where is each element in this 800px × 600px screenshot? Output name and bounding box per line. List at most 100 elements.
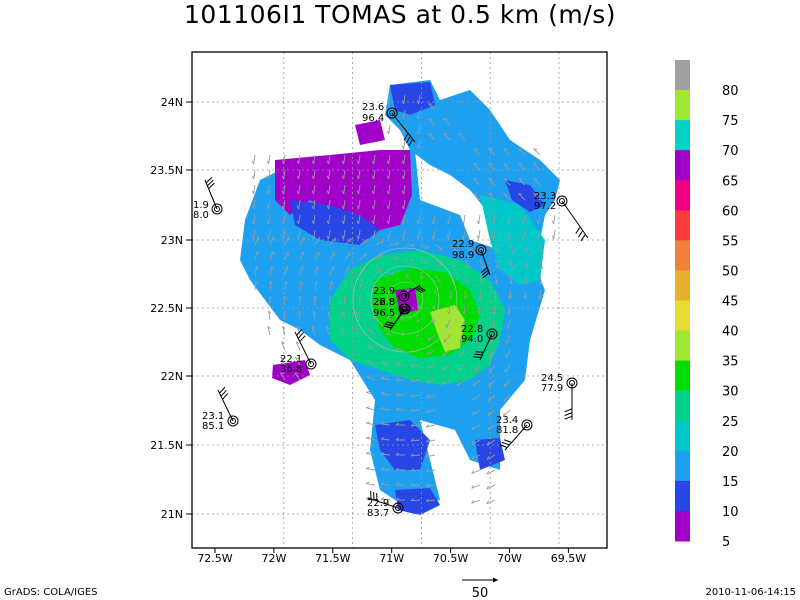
- wind-barb-feather: [207, 179, 214, 187]
- wind-vector-arrow: [314, 237, 321, 246]
- wind-vector-arrow: [411, 379, 421, 383]
- wind-barb-feather: [480, 267, 488, 274]
- wind-vector-arrow: [458, 364, 466, 372]
- wind-vector-arrow: [344, 238, 352, 246]
- wind-barb-icon: [403, 284, 421, 297]
- wind-vector-head: [506, 235, 510, 240]
- station-speed: 23.1: [202, 411, 224, 422]
- wind-vector-head: [380, 436, 385, 440]
- station-circle-inner: [478, 247, 484, 253]
- wind-vector-arrow: [329, 251, 335, 261]
- wind-vector-head: [518, 163, 523, 165]
- wind-vector-arrow: [426, 364, 436, 370]
- wind-vector-arrow: [284, 280, 287, 291]
- wind-vector-arrow: [489, 364, 496, 373]
- wind-vector-arrow: [283, 214, 286, 224]
- wind-vector-head: [410, 244, 415, 248]
- wind-vector-arrow: [295, 341, 301, 351]
- wind-vector-head: [494, 280, 498, 285]
- wind-vector-arrow: [403, 214, 406, 224]
- wind-barb-feather: [403, 133, 409, 141]
- wind-vector-arrow: [488, 163, 496, 171]
- wind-vector-arrow: [381, 408, 391, 411]
- wind-vector-head: [395, 452, 400, 456]
- wind-vector-head: [281, 235, 285, 240]
- wind-vector-head: [395, 422, 400, 426]
- colorbar-swatch: [675, 150, 690, 181]
- colorbar: 80 75 70 65 60 55 50 45 40 35 30 25 20 15 10 5: [675, 60, 739, 550]
- wind-vector-arrow: [506, 334, 511, 344]
- station-speed: 23.6: [362, 102, 384, 113]
- wind-vector-head: [428, 103, 433, 105]
- wind-vector-arrow: [460, 334, 466, 344]
- wind-vector-head: [365, 451, 370, 454]
- wind-barb-icon: [389, 308, 406, 331]
- wind-vector-head: [386, 175, 390, 180]
- wind-vector-arrow: [471, 454, 481, 460]
- wind-vector-head: [326, 220, 330, 225]
- wind-vector-head: [443, 133, 448, 135]
- wind-vector-head: [311, 190, 315, 195]
- wind-vector-arrow: [475, 334, 481, 344]
- wind-vector-head: [365, 466, 370, 469]
- wind-vector-head: [295, 356, 299, 360]
- wind-barb-feather: [219, 386, 226, 394]
- wind-vector-arrow: [426, 469, 436, 473]
- wind-speed-field: [240, 80, 560, 515]
- station-circle-icon: [475, 244, 487, 256]
- wind-vector-head: [341, 190, 345, 195]
- wind-vector-arrow: [463, 214, 466, 224]
- wind-vector-head: [356, 175, 360, 180]
- wind-vector-head: [297, 310, 302, 315]
- wind-vector-head: [358, 295, 362, 300]
- wind-vector-arrow: [269, 280, 272, 291]
- wind-vector-arrow: [283, 199, 286, 209]
- wind-vector-head: [525, 250, 529, 254]
- colorbar-swatch: [675, 300, 690, 332]
- station-circle-icon: [386, 107, 398, 119]
- wind-vector-head: [446, 220, 450, 225]
- wind-vector-arrow: [473, 178, 481, 186]
- wind-vector-head: [432, 305, 435, 310]
- wind-vector-head: [266, 190, 270, 195]
- wind-vector-head: [492, 310, 495, 315]
- wind-vector-arrow: [518, 163, 526, 171]
- station-pressure: 85.1: [202, 421, 224, 432]
- wind-vector-arrow: [381, 438, 391, 441]
- wind-vector-head: [493, 295, 497, 300]
- wind-vector-arrow: [380, 453, 391, 456]
- wind-vector-arrow: [411, 364, 421, 368]
- wind-vector-head: [496, 250, 500, 254]
- wind-barb-feather: [414, 287, 423, 294]
- wind-vector-arrow: [373, 199, 376, 209]
- wind-vector-arrow: [443, 133, 451, 141]
- wind-vector-arrow: [313, 184, 316, 194]
- wind-vector-head: [410, 438, 415, 442]
- wind-vector-head: [266, 235, 270, 240]
- wind-vector-arrow: [457, 379, 466, 386]
- wind-vector-head: [380, 406, 385, 410]
- wind-vector-arrow: [380, 498, 391, 501]
- wind-vector-head: [311, 160, 315, 165]
- wind-vector-head: [488, 178, 493, 180]
- wind-vector-arrow: [268, 184, 271, 194]
- wind-vector-head: [281, 160, 285, 165]
- wind-vector-head: [341, 175, 345, 180]
- wind-vector-head: [272, 236, 275, 241]
- wind-vector-head: [428, 133, 433, 135]
- wind-vector-head: [410, 453, 415, 457]
- wind-vector-arrow: [283, 229, 286, 239]
- wind-vector-arrow: [284, 236, 290, 246]
- wind-vector-head: [428, 118, 433, 120]
- wind-vector-arrow: [411, 409, 421, 412]
- colorbar-swatch: [675, 210, 690, 241]
- wind-barb-feather: [416, 286, 424, 293]
- wind-vector-arrow: [493, 214, 496, 224]
- wind-vector-arrow: [463, 304, 466, 315]
- wind-vector-arrow: [403, 169, 406, 179]
- wind-vector-head: [401, 160, 405, 165]
- wind-vector-arrow: [445, 319, 451, 329]
- wind-vector-head: [425, 438, 430, 443]
- wind-vector-arrow: [403, 109, 406, 119]
- wind-vector-head: [356, 235, 360, 240]
